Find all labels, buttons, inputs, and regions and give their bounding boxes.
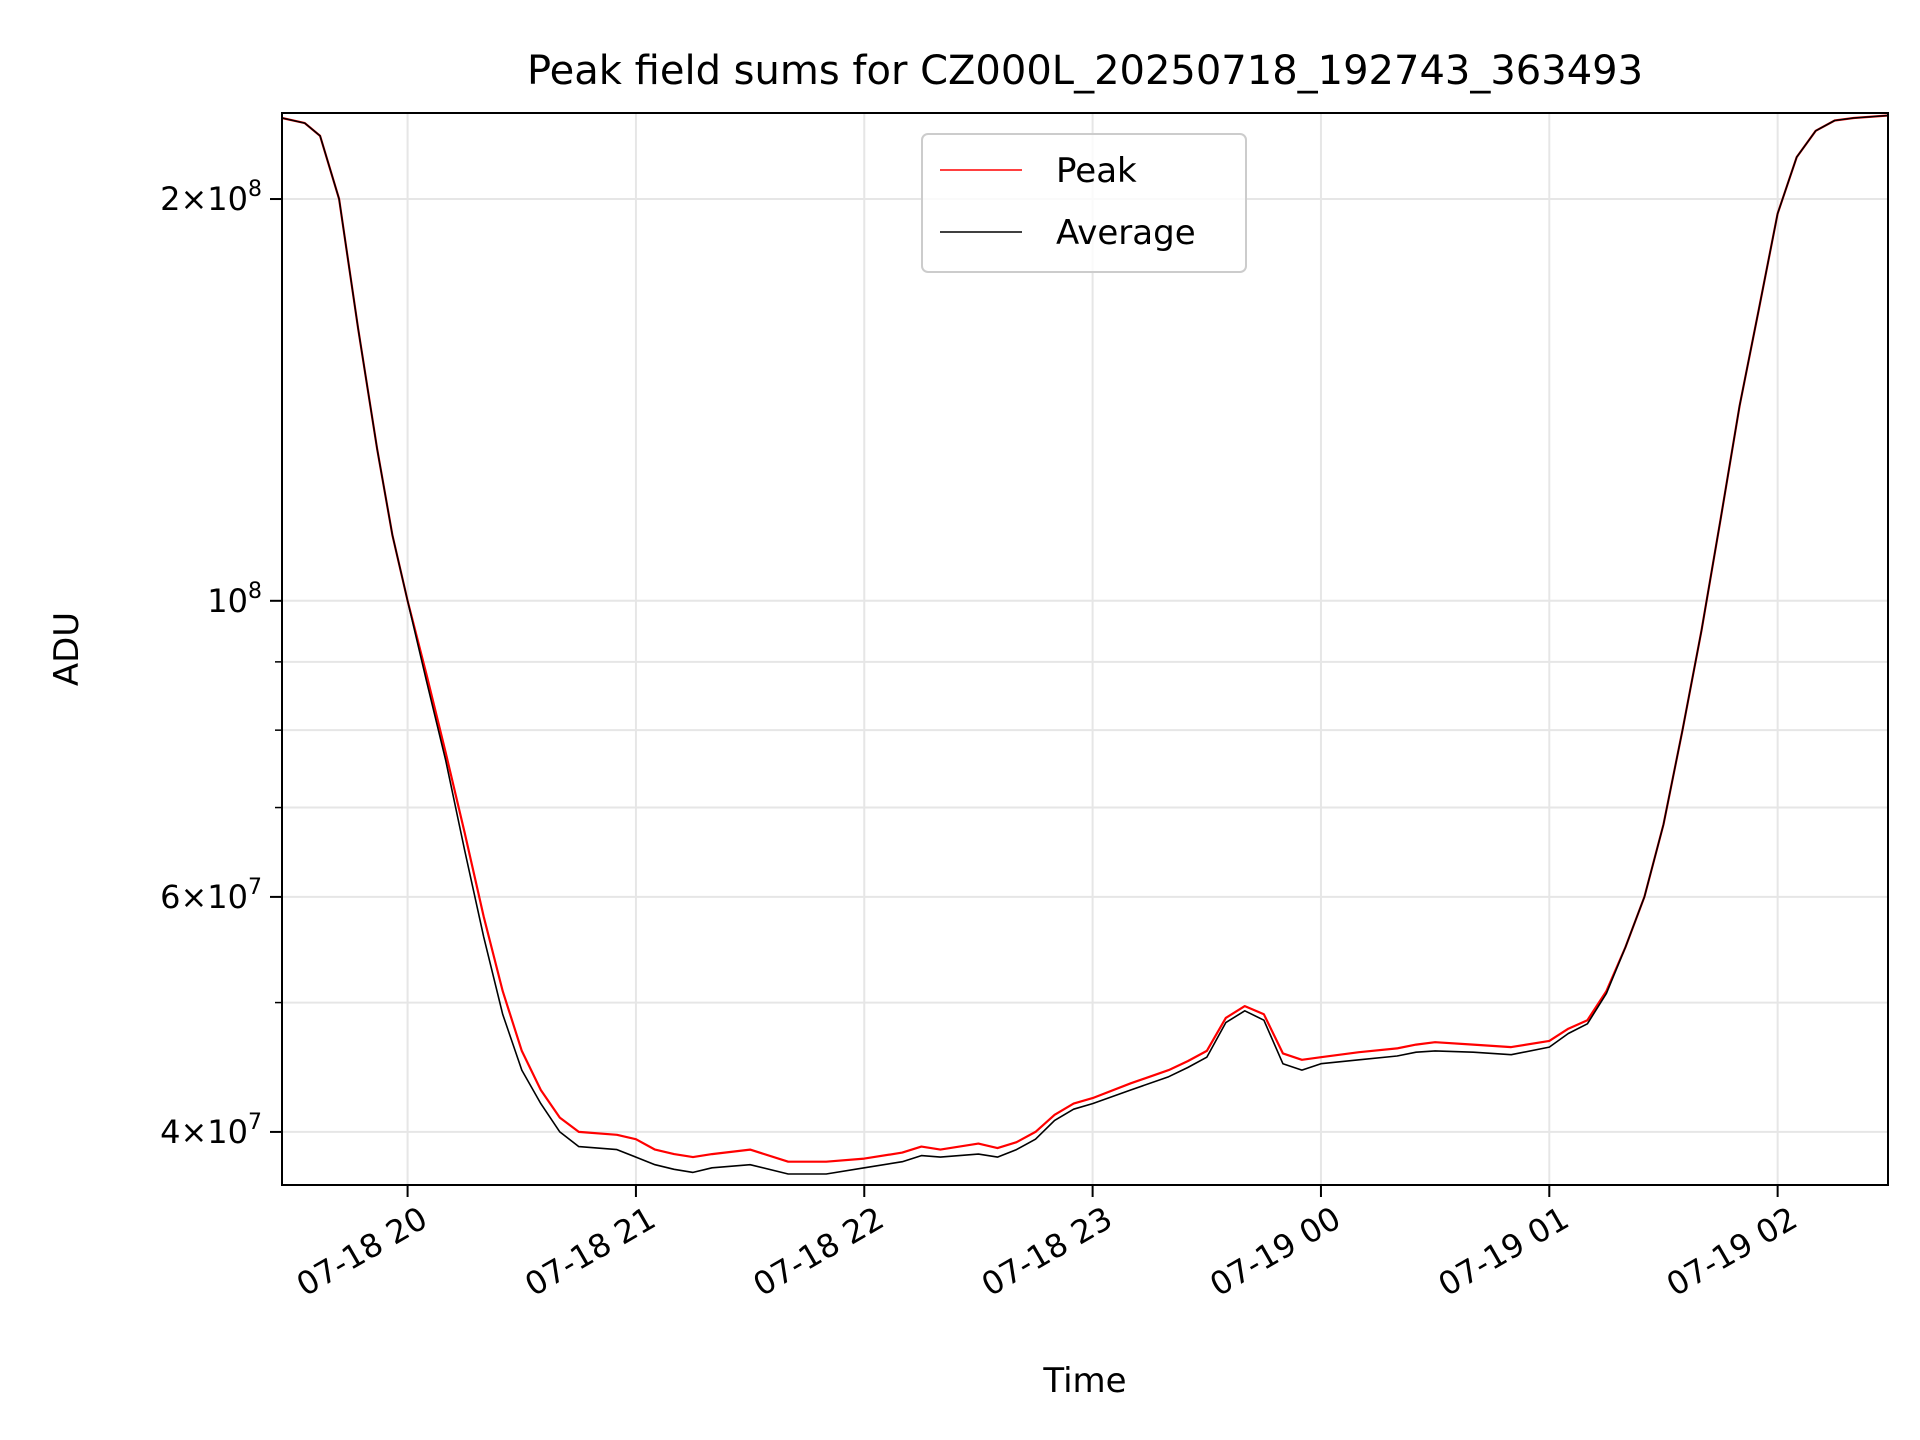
legend-label-average: Average: [1056, 213, 1196, 253]
series-line-average: [281, 114, 1889, 1175]
legend-box: [921, 133, 1247, 273]
y-axis-label: ADU: [47, 612, 87, 686]
y-tick-label: 108: [207, 579, 262, 620]
y-axis: 4×107 6×107 108 2×108: [160, 177, 282, 1151]
legend-label-peak: Peak: [1056, 151, 1137, 191]
legend: Peak Average: [921, 133, 1247, 273]
y-tick-label: 6×107: [160, 875, 262, 916]
series-layer: [281, 114, 1889, 1175]
chart-title: Peak field sums for CZ000L_20250718_1927…: [527, 48, 1643, 94]
x-axis-label: Time: [1042, 1361, 1126, 1401]
plot-area-frame: [281, 112, 1889, 1186]
y-tick-label: 2×108: [160, 177, 262, 218]
y-tick-label: 4×107: [160, 1110, 262, 1151]
